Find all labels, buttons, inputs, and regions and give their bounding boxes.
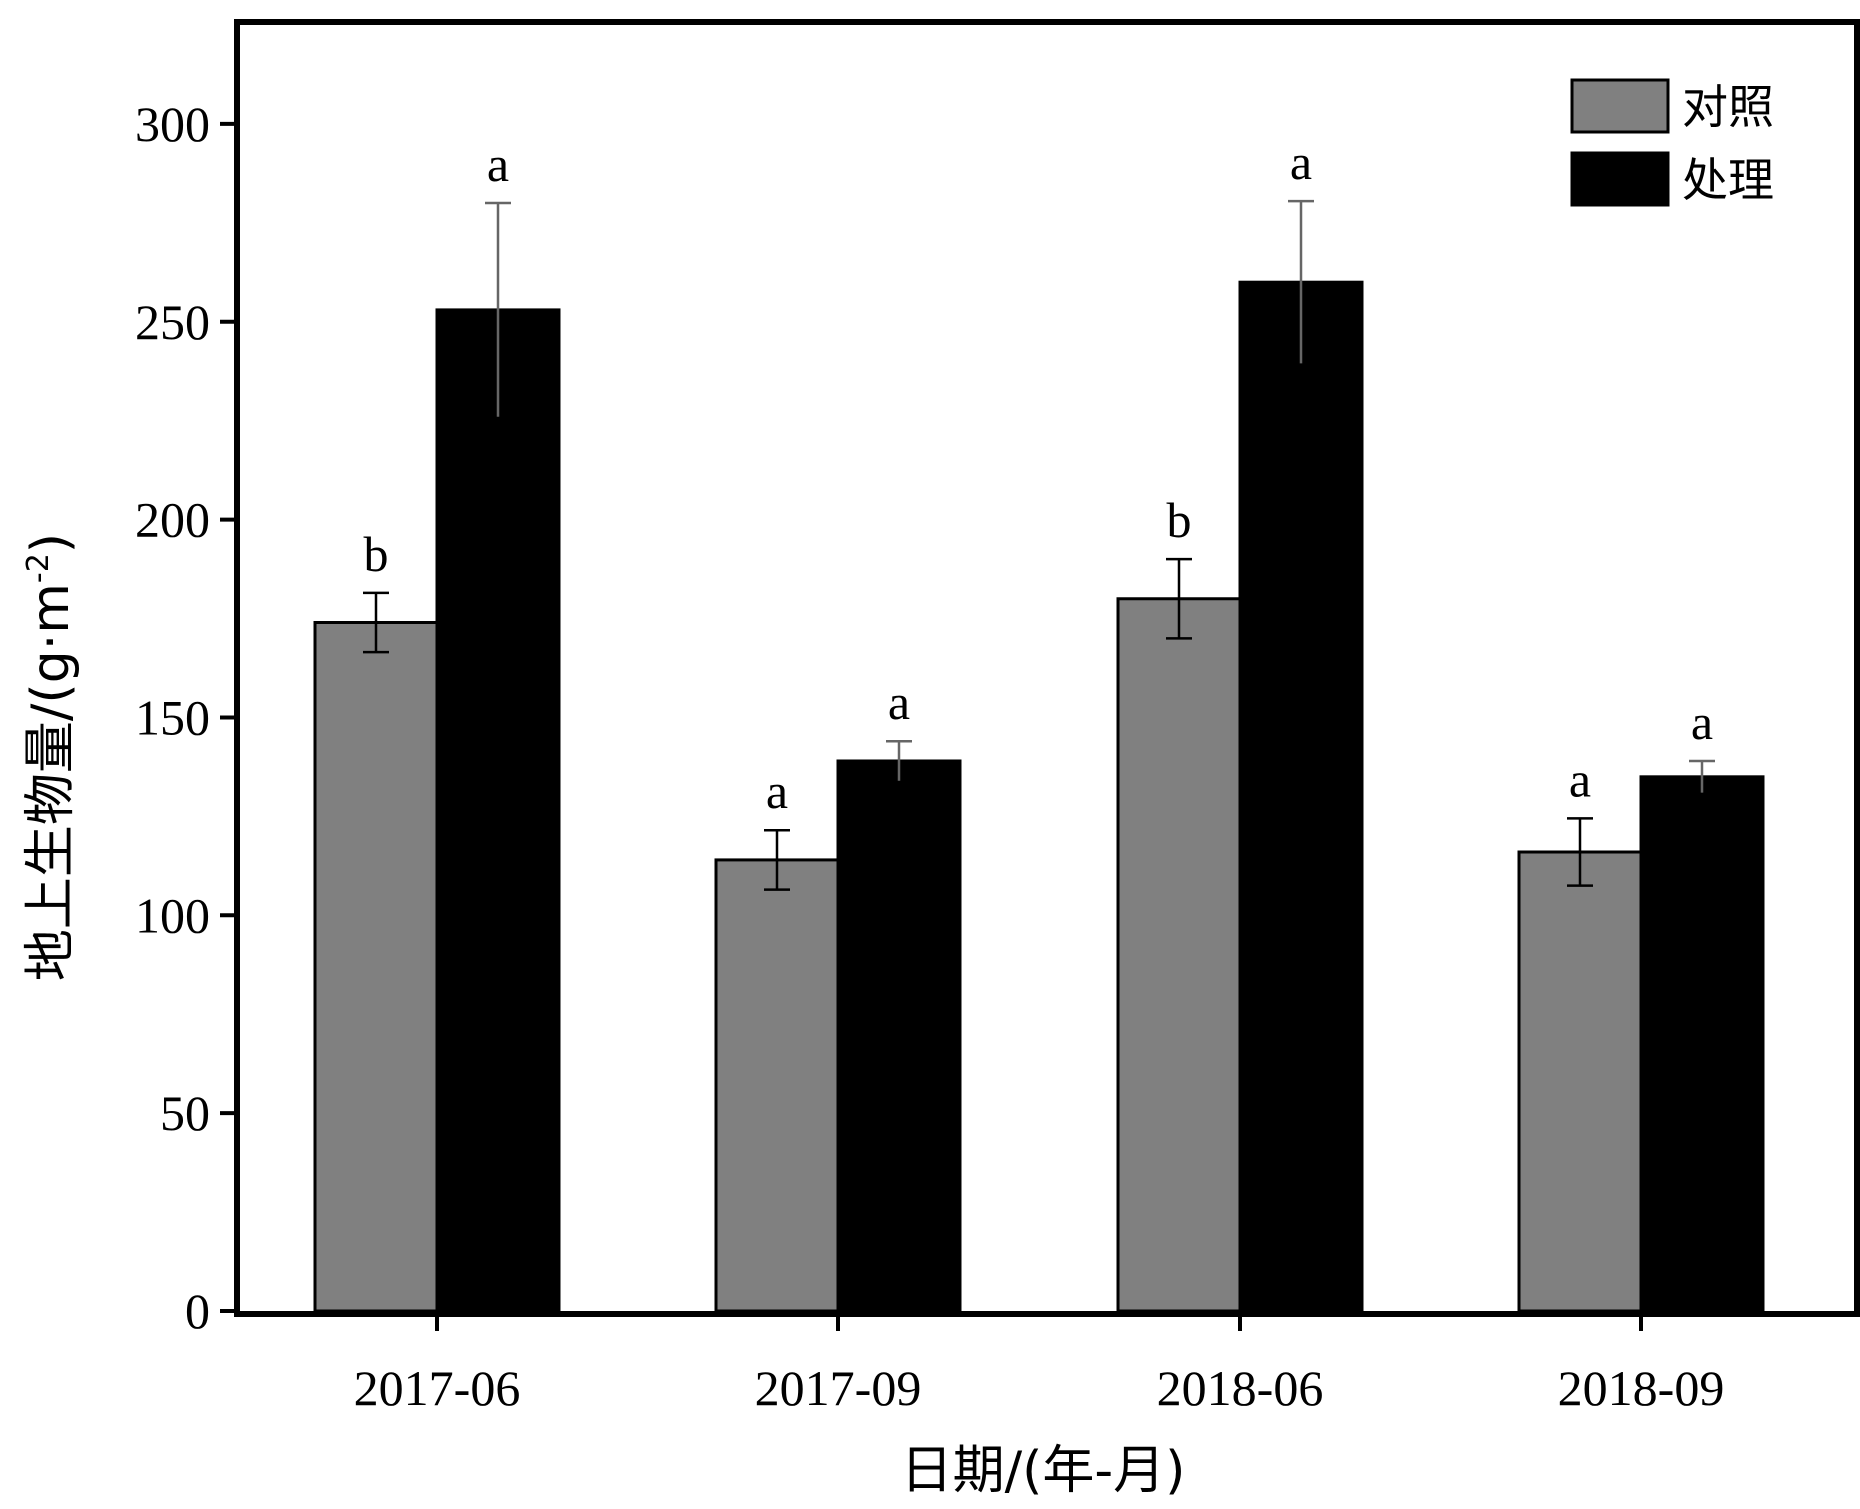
legend: 对照 处理 <box>1570 78 1774 207</box>
bar-treatment-2017-09 <box>836 759 962 1313</box>
legend-swatch-control <box>1570 78 1670 134</box>
significance-label: b <box>1167 492 1192 548</box>
x-axis-ticks: 2017-06 2017-09 2018-06 2018-09 <box>354 1311 1725 1416</box>
plot-frame <box>234 19 1860 1317</box>
y-tick-label: 300 <box>135 96 210 152</box>
significance-label: a <box>1691 694 1713 750</box>
error-bar <box>1567 817 1593 887</box>
error-bars-layer <box>363 199 1715 891</box>
x-tick-label: 2017-06 <box>354 1360 521 1416</box>
y-tick-label: 200 <box>135 492 210 548</box>
error-bar <box>363 591 389 654</box>
error-bar <box>1689 759 1715 793</box>
y-axis-title-superscript: -2 <box>21 553 56 583</box>
error-bar <box>1166 557 1192 640</box>
x-tick-label: 2018-09 <box>1558 1360 1725 1416</box>
y-tick-label: 50 <box>160 1085 210 1141</box>
significance-label: b <box>364 526 389 582</box>
y-tick-label: 150 <box>135 689 210 745</box>
bar-treatment-2018-09 <box>1639 775 1765 1313</box>
bars-layer <box>313 280 1765 1313</box>
bar-control-2018-09 <box>1517 850 1643 1313</box>
error-bar <box>485 201 511 417</box>
y-axis-title-close: ) <box>21 533 81 553</box>
error-bar <box>1288 199 1314 364</box>
significance-label: a <box>1569 751 1591 807</box>
y-tick-label: 250 <box>135 294 210 350</box>
bar-treatment-2018-06 <box>1238 280 1364 1313</box>
x-tick-label: 2018-06 <box>1157 1360 1324 1416</box>
x-tick-label: 2017-09 <box>755 1360 922 1416</box>
significance-label: a <box>1290 134 1312 190</box>
legend-label-control: 对照 <box>1682 80 1774 134</box>
x-axis-title: 日期/(年-月) <box>901 1441 1186 1501</box>
y-tick-label: 100 <box>135 887 210 943</box>
significance-labels: b a b a a a a a <box>364 134 1714 819</box>
bar-control-2017-06 <box>313 620 439 1313</box>
bar-treatment-2017-06 <box>435 308 561 1313</box>
error-bar <box>764 828 790 891</box>
significance-label: a <box>766 763 788 819</box>
y-axis-ticks: 0 50 100 150 200 250 300 <box>135 96 240 1339</box>
y-axis-title-main: 地上生物量/(g·m <box>21 583 81 981</box>
error-bar <box>886 739 912 781</box>
bar-control-2017-09 <box>714 858 840 1313</box>
y-tick-label: 0 <box>185 1283 210 1339</box>
significance-label: a <box>487 136 509 192</box>
significance-label: a <box>888 674 910 730</box>
legend-label-treatment: 处理 <box>1682 153 1774 207</box>
bar-control-2018-06 <box>1116 597 1242 1313</box>
legend-swatch-treatment <box>1570 151 1670 207</box>
y-axis-title: 地上生物量/(g·m-2) <box>21 533 81 981</box>
